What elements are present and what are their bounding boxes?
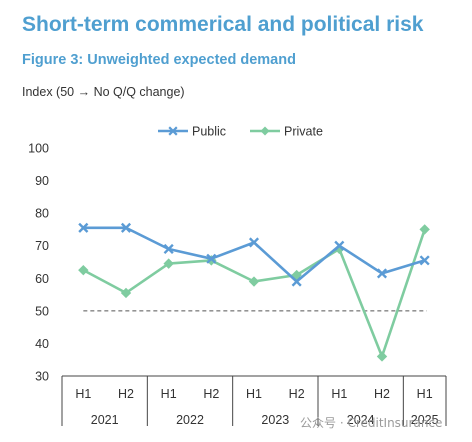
public-point (419, 255, 430, 266)
y-tick-label: 40 (35, 337, 49, 351)
x-tick-label: H1 (75, 387, 91, 401)
y-tick-label: 100 (28, 142, 49, 156)
public-point (206, 253, 217, 264)
private-point (419, 224, 430, 235)
series-layer (78, 222, 430, 362)
public-point (248, 237, 260, 248)
y-tick-label: 50 (35, 304, 49, 318)
x-tick-label: H2 (203, 387, 219, 401)
legend: Public Private (158, 125, 323, 139)
public-point (163, 243, 174, 255)
cross-stroke (78, 222, 89, 233)
legend-label: Private (284, 125, 323, 139)
x-tick-label: H2 (289, 387, 305, 401)
cross-stroke (419, 255, 430, 266)
public-point (376, 268, 388, 279)
year-group-label: 2022 (176, 413, 204, 427)
y-tick-label: 90 (35, 174, 49, 188)
x-tick-label: H1 (161, 387, 177, 401)
legend-label: Public (192, 125, 226, 139)
private-point (163, 258, 174, 269)
public-point (334, 240, 345, 251)
cross-stroke (206, 253, 217, 264)
page-title: Short-term commerical and political risk (22, 13, 424, 36)
x-tick-label: H1 (246, 387, 262, 401)
cross-stroke (163, 243, 174, 255)
public-point (291, 276, 302, 287)
public-point (78, 222, 89, 233)
cross-stroke (334, 240, 345, 251)
public-series-line (83, 226, 426, 283)
public-point (120, 222, 132, 233)
year-group-label: 2021 (91, 413, 119, 427)
x-tick-label: H1 (417, 387, 433, 401)
year-group-label: 2025 (411, 413, 439, 427)
private-point (120, 287, 132, 299)
y-tick-label: 60 (35, 272, 49, 286)
x-tick-label: H2 (118, 387, 134, 401)
cross-stroke (248, 237, 260, 248)
y-tick-label: 30 (35, 370, 49, 384)
cross-stroke (376, 268, 388, 279)
legend-marker (168, 126, 178, 136)
y-axis-caption: Index (50 → No Q/Q change) (22, 85, 185, 99)
year-group-label: 2024 (347, 413, 375, 427)
y-tick-label: 80 (35, 207, 49, 221)
private-series-line (82, 228, 426, 358)
private-point (248, 276, 260, 287)
year-group-label: 2023 (261, 413, 289, 427)
watermark-text: 公众号 · CreditInsurance (300, 416, 442, 430)
legend-marker (260, 126, 270, 136)
x-tick-label: H2 (374, 387, 390, 401)
y-tick-label: 70 (35, 239, 49, 253)
private-point (78, 264, 89, 276)
x-tick-label: H1 (331, 387, 347, 401)
cross-stroke (291, 276, 302, 287)
figure-subtitle: Figure 3: Unweighted expected demand (22, 52, 296, 68)
cross-stroke (120, 222, 132, 233)
private-point (376, 351, 388, 362)
